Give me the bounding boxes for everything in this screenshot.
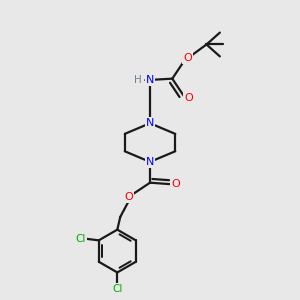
- Text: Cl: Cl: [112, 284, 122, 294]
- Text: O: O: [124, 192, 133, 202]
- Text: O: O: [183, 53, 192, 64]
- Text: O: O: [184, 93, 193, 103]
- Text: O: O: [171, 178, 180, 189]
- Text: N: N: [146, 75, 154, 85]
- Text: N: N: [146, 157, 154, 167]
- Text: N: N: [146, 118, 154, 128]
- Text: Cl: Cl: [76, 234, 86, 244]
- Text: H: H: [134, 75, 142, 85]
